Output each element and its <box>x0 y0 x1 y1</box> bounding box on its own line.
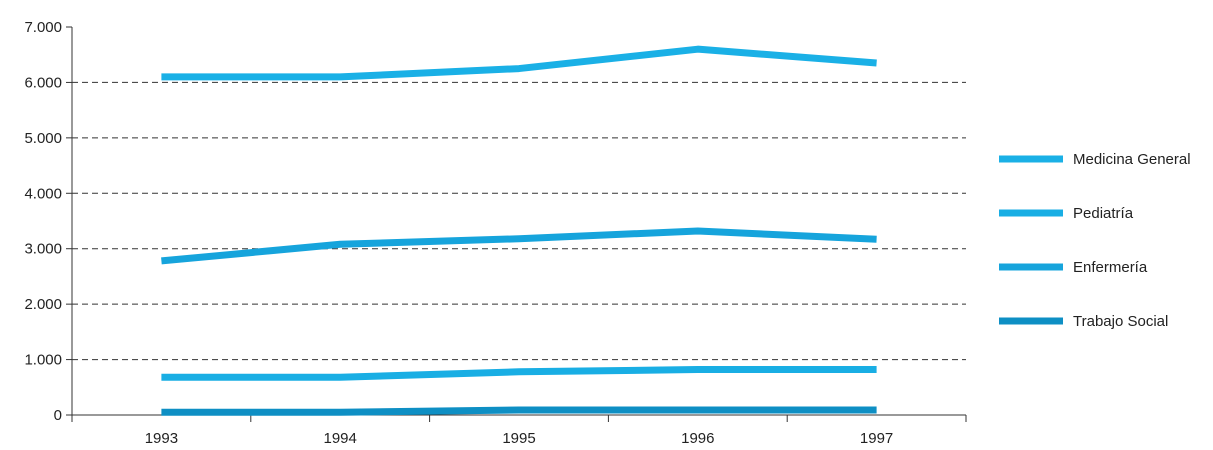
y-tick-label: 2.000 <box>24 296 62 313</box>
x-tick-label: 1996 <box>681 430 714 447</box>
legend-label: Enfermería <box>1073 259 1148 276</box>
gridlines <box>72 81 966 361</box>
x-tick-label: 1995 <box>502 430 535 447</box>
y-tick-label: 1.000 <box>24 352 62 369</box>
tick-labels: 0 1.000 2.000 3.000 4.000 5.000 6.000 7.000 1993… <box>24 19 893 447</box>
series-line-trabajo-social <box>161 406 877 416</box>
series-line-pediatr-a <box>161 366 877 381</box>
legend-label: Trabajo Social <box>1073 313 1168 330</box>
legend-label: Pediatría <box>1073 205 1134 222</box>
y-tick-label: 7.000 <box>24 19 62 36</box>
legend: Medicina General Pediatría Enfermería Traba… <box>999 151 1191 330</box>
x-tick-label: 1994 <box>324 430 357 447</box>
x-tick-label: 1993 <box>145 430 178 447</box>
y-tick-label: 0 <box>54 407 62 424</box>
series-lines <box>161 45 877 416</box>
series-line-enfermer-a <box>161 227 877 265</box>
y-tick-label: 4.000 <box>24 185 62 202</box>
y-tick-label: 5.000 <box>24 130 62 147</box>
legend-label: Medicina General <box>1073 151 1191 168</box>
y-tick-label: 3.000 <box>24 241 62 258</box>
y-tick-label: 6.000 <box>24 74 62 91</box>
axes <box>66 26 967 422</box>
series-line-medicina-general <box>161 45 877 81</box>
x-tick-label: 1997 <box>860 430 893 447</box>
